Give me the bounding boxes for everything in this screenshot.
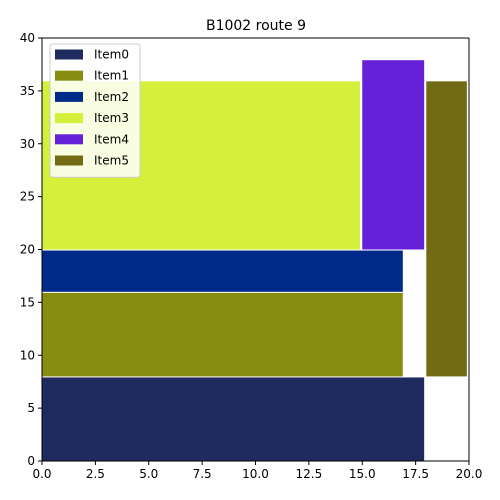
x-tick-label: 10.0 (242, 467, 269, 481)
bar-item2 (42, 250, 403, 292)
y-tick-label: 0 (27, 454, 35, 468)
y-tick-label: 25 (20, 190, 35, 204)
legend: Item0 Item1 Item2 Item3 Item4 Item5 (49, 43, 141, 178)
y-tick-label: 15 (20, 295, 35, 309)
y-tick-label: 5 (27, 401, 35, 415)
chart-title: B1002 route 9 (206, 18, 306, 34)
y-tick-label: 10 (20, 348, 35, 362)
x-tick-label: 20.0 (456, 467, 483, 481)
bars-group (42, 60, 467, 461)
x-tick-label: 5.0 (139, 467, 158, 481)
bar-item4 (362, 60, 425, 250)
legend-label-item2: Item2 (94, 90, 129, 104)
y-tick-label: 40 (20, 31, 35, 45)
x-tick-label: 17.5 (402, 467, 429, 481)
x-tick-label: 7.5 (193, 467, 212, 481)
y-tick-label: 20 (20, 243, 35, 257)
legend-label-item5: Item5 (94, 154, 129, 168)
y-tick-label: 30 (20, 137, 35, 151)
legend-label-item4: Item4 (94, 132, 129, 146)
x-tick-label: 12.5 (296, 467, 323, 481)
axes-group: 0.0 2.5 5.0 7.5 10.0 12.5 15.0 17.5 20.0 0 5 10 15 20… (20, 31, 483, 481)
legend-label-item0: Item0 (94, 48, 129, 62)
x-tick-label: 15.0 (349, 467, 376, 481)
bar-item5 (426, 81, 467, 377)
legend-swatch-item3 (55, 113, 83, 124)
legend-swatch-item5 (55, 155, 83, 166)
x-tick-label: 0.0 (32, 467, 51, 481)
legend-swatch-item0 (55, 49, 83, 60)
bar-item1 (42, 292, 403, 377)
x-tick-label: 2.5 (86, 467, 105, 481)
legend-swatch-item1 (55, 70, 83, 81)
legend-label-item1: Item1 (94, 69, 129, 83)
legend-label-item3: Item3 (94, 111, 129, 125)
legend-swatch-item4 (55, 134, 83, 145)
legend-swatch-item2 (55, 91, 83, 102)
y-tick-label: 35 (20, 84, 35, 98)
bar-item0 (42, 377, 425, 461)
